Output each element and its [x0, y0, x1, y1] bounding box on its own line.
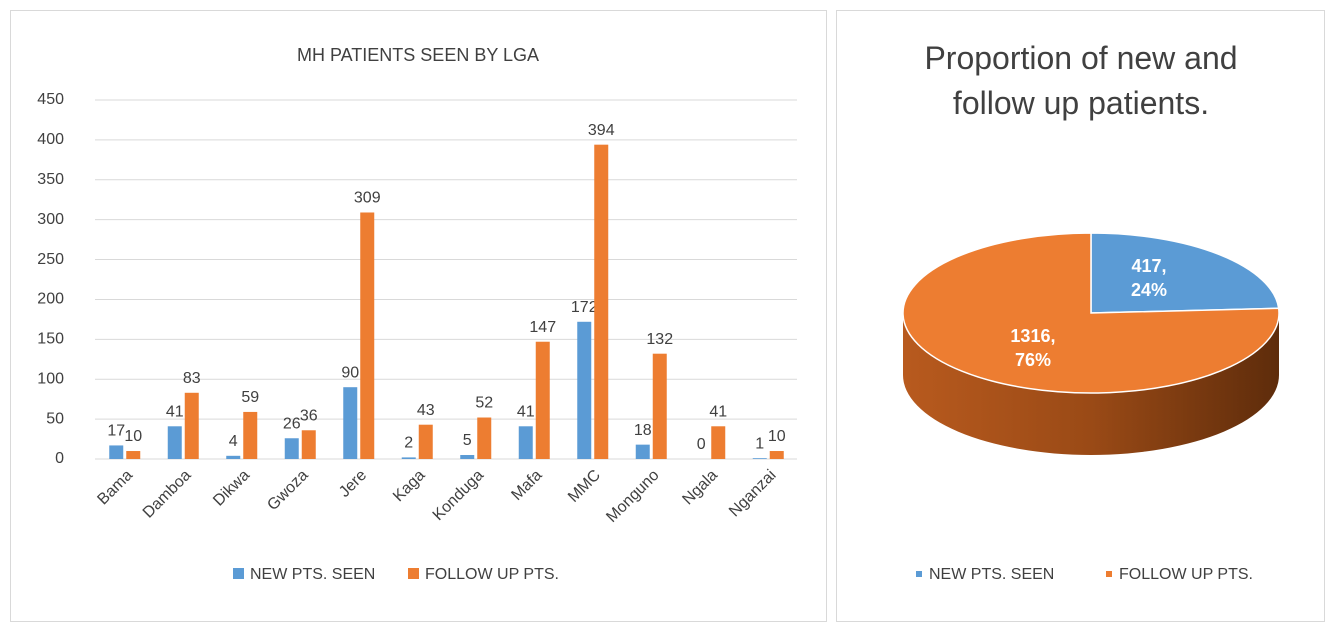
data-label: 90	[341, 364, 359, 381]
y-tick-label: 0	[55, 450, 64, 467]
bar	[226, 455, 241, 459]
bar	[167, 426, 182, 459]
bar	[301, 430, 316, 459]
data-label: 2	[404, 435, 413, 452]
data-label: 41	[709, 404, 727, 421]
bar	[401, 457, 416, 459]
data-label: 36	[300, 407, 318, 424]
data-label: 417, 24%	[1131, 256, 1168, 301]
bar	[343, 387, 358, 459]
y-tick-label: 200	[37, 291, 64, 308]
chart-title: MH PATIENTS SEEN BY LGA	[297, 45, 539, 65]
data-label: 1316, 76%	[1010, 325, 1056, 370]
bar	[594, 144, 609, 460]
data-label: 4	[229, 433, 238, 450]
bar	[652, 353, 667, 459]
data-label: 26	[283, 415, 301, 432]
data-label: 5	[463, 432, 472, 449]
y-tick-label: 300	[37, 211, 64, 228]
y-tick-label: 250	[37, 251, 64, 268]
bar	[752, 458, 767, 459]
data-label: 309	[354, 190, 381, 207]
chart-title: Proportion of new and follow up patients…	[924, 40, 1238, 121]
data-label: 10	[124, 428, 142, 445]
bar	[460, 455, 475, 459]
data-label: 59	[241, 389, 259, 406]
data-label: 147	[529, 319, 556, 336]
bar	[635, 444, 650, 459]
data-label: 83	[183, 370, 201, 387]
legend-label: NEW PTS. SEEN	[929, 566, 1054, 583]
y-tick-label: 50	[46, 410, 64, 427]
data-label: 17	[107, 423, 125, 440]
bar-panel	[10, 10, 827, 622]
y-tick-label: 350	[37, 171, 64, 188]
bar	[477, 417, 492, 459]
bar	[360, 212, 375, 459]
bar	[126, 451, 141, 459]
bar	[184, 392, 199, 459]
legend-swatch	[408, 568, 419, 579]
bar	[518, 426, 533, 459]
data-label: 52	[475, 395, 493, 412]
pie-side	[903, 313, 1279, 455]
legend-swatch	[916, 571, 922, 577]
bar	[418, 424, 433, 459]
bar	[109, 445, 124, 459]
data-label: 394	[588, 122, 615, 139]
data-label: 41	[517, 404, 535, 421]
legend-label: NEW PTS. SEEN	[250, 566, 375, 583]
legend-label: FOLLOW UP PTS.	[425, 566, 559, 583]
data-label: 132	[646, 331, 673, 348]
y-tick-label: 400	[37, 131, 64, 148]
data-label: 0	[697, 436, 706, 453]
bar	[769, 451, 784, 459]
pie-slice	[902, 232, 1280, 394]
y-tick-label: 100	[37, 370, 64, 387]
bar	[284, 438, 299, 459]
data-label: 172	[571, 299, 598, 316]
data-label: 1	[755, 435, 764, 452]
data-label: 10	[768, 428, 786, 445]
bar	[711, 426, 726, 459]
legend-swatch	[233, 568, 244, 579]
data-label: 43	[417, 402, 435, 419]
bar	[535, 341, 550, 459]
y-tick-label: 450	[37, 91, 64, 108]
data-label: 41	[166, 404, 184, 421]
bar	[577, 321, 592, 459]
pie-slice	[1090, 232, 1280, 314]
legend-label: FOLLOW UP PTS.	[1119, 566, 1253, 583]
legend-swatch	[1106, 571, 1112, 577]
y-tick-label: 150	[37, 331, 64, 348]
data-label: 18	[634, 422, 652, 439]
bar	[243, 411, 258, 459]
